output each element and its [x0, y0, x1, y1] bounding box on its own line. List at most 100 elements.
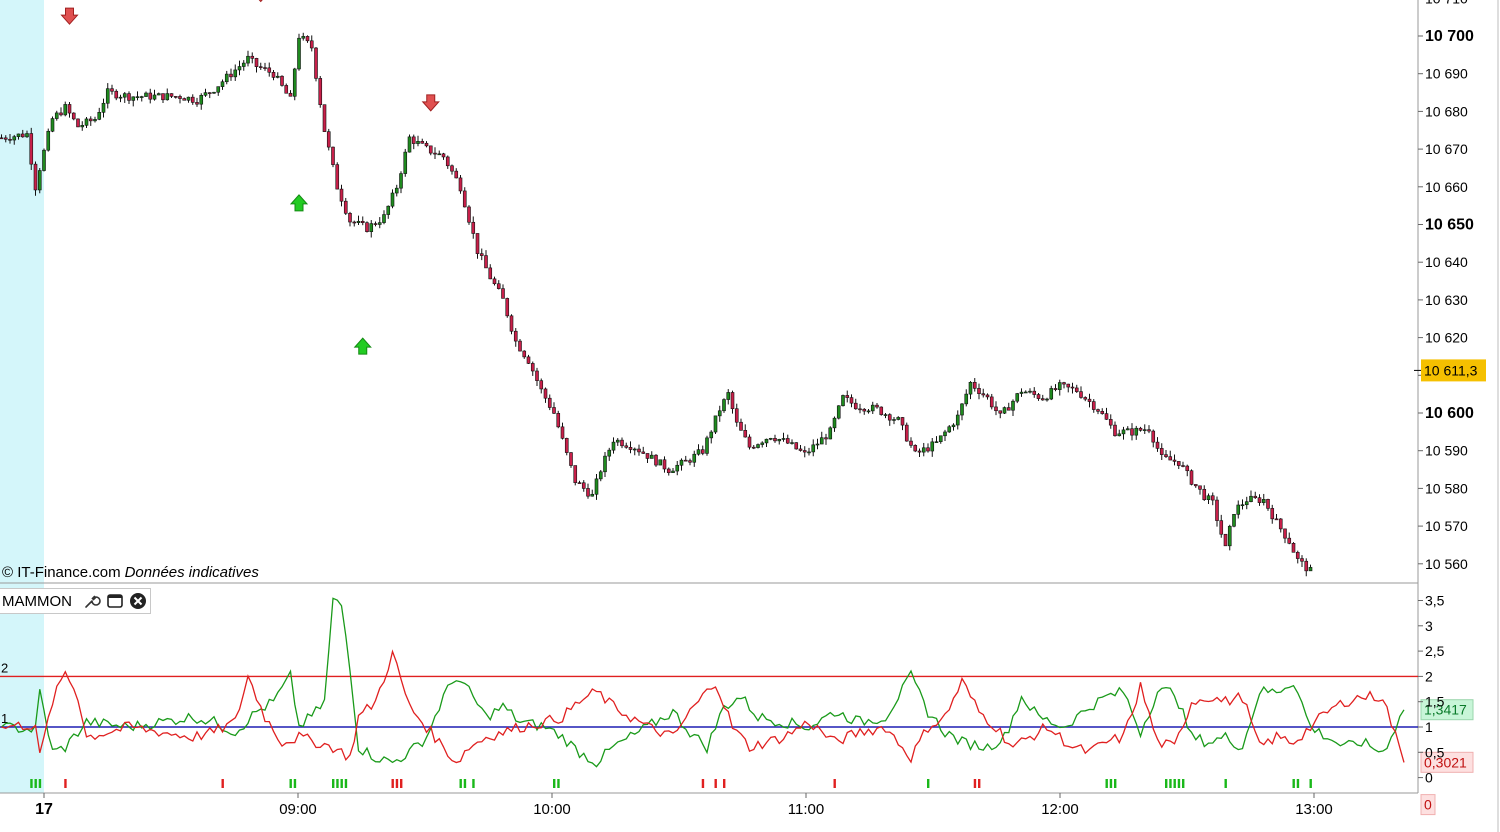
bear-candle	[1168, 456, 1173, 461]
red-bar-signal	[723, 779, 726, 788]
bear-candle	[739, 421, 743, 431]
bear-candle	[637, 448, 641, 453]
green-bar-signal	[30, 779, 33, 788]
bear-candle	[875, 404, 879, 408]
green-bar-signal	[463, 779, 467, 788]
bear-candle	[509, 315, 514, 332]
bull-candle	[301, 36, 306, 39]
bear-candle	[794, 442, 799, 450]
bull-candle	[1121, 429, 1126, 435]
bear-candle	[1270, 508, 1275, 520]
bear-candle	[484, 255, 488, 269]
bull-candle	[594, 478, 599, 495]
bear-candle	[1130, 428, 1134, 436]
bear-candle	[526, 356, 531, 364]
bear-candle	[496, 283, 501, 289]
green-value-label: 1,3417	[1424, 702, 1467, 718]
bull-candle	[934, 441, 939, 443]
bear-candle	[1053, 388, 1058, 390]
bear-candle	[173, 96, 178, 98]
bull-candle	[1249, 495, 1253, 502]
bear-candle	[900, 417, 905, 426]
bull-candle	[118, 96, 123, 99]
green-bar-signal	[1296, 779, 1300, 788]
bull-candle	[819, 437, 824, 445]
green-bar-signal	[557, 779, 560, 788]
bear-candle	[1104, 413, 1109, 420]
close-circle-icon[interactable]	[129, 592, 147, 610]
bull-candle	[139, 96, 144, 98]
bear-candle	[318, 78, 323, 105]
last-price-badge	[1421, 359, 1486, 382]
bear-candle	[1108, 419, 1113, 426]
bull-candle	[1261, 499, 1266, 503]
bear-candle	[879, 406, 884, 415]
wrench-icon[interactable]	[83, 592, 101, 610]
bear-candle	[280, 75, 284, 86]
red-bar-signal	[395, 779, 399, 788]
bull-candle	[1019, 391, 1024, 394]
bull-candle	[951, 424, 956, 428]
indicator-tick-label: 2	[1425, 668, 1433, 684]
price-tick-label: 10 640	[1425, 254, 1468, 270]
bear-candle	[1062, 382, 1066, 385]
bull-candle	[1049, 388, 1054, 400]
green-bar-signal	[1169, 779, 1172, 788]
bear-candle	[360, 220, 365, 223]
bull-candle	[1244, 501, 1249, 506]
bear-candle	[267, 67, 272, 73]
bull-candle	[203, 92, 208, 96]
price-tick-label: 10 600	[1425, 405, 1474, 422]
bull-candle	[870, 404, 875, 412]
bull-candle	[1206, 495, 1211, 500]
bull-candle	[233, 69, 238, 78]
bull-candle	[760, 442, 765, 445]
bull-candle	[1134, 427, 1139, 436]
bear-candle	[29, 133, 34, 165]
red-value-label: 0,3021	[1424, 754, 1467, 770]
bear-candle	[1189, 470, 1194, 485]
bull-candle	[369, 223, 374, 233]
indicator-tick-label: 1,5	[1425, 694, 1445, 710]
bull-candle	[713, 415, 718, 433]
bull-candle	[943, 431, 947, 437]
bull-candle	[632, 448, 637, 451]
bear-candle	[785, 438, 790, 444]
time-tick-label: 17	[35, 801, 53, 818]
bear-candle	[1176, 461, 1181, 466]
bull-candle	[764, 438, 769, 444]
bull-candle	[955, 414, 960, 426]
bear-candle	[569, 452, 573, 466]
bull-candle	[297, 37, 301, 70]
bull-candle	[1240, 504, 1245, 507]
bull-candle	[649, 454, 654, 459]
bear-candle	[501, 288, 505, 299]
buy-arrow-icon	[353, 337, 372, 355]
bear-candle	[1257, 497, 1262, 503]
bear-candle	[751, 446, 756, 449]
indicator-pane: 21	[0, 660, 1418, 728]
bear-candle	[305, 36, 310, 42]
bull-candle	[1117, 433, 1122, 437]
bear-candle	[743, 430, 748, 438]
price-tick-label: 10 560	[1425, 556, 1468, 572]
bull-candle	[1028, 390, 1032, 393]
price-tick-label: 10 570	[1425, 518, 1468, 534]
bear-candle	[1266, 499, 1270, 509]
bear-candle	[471, 221, 476, 234]
green-indicator-line	[1, 597, 1405, 768]
bull-candle	[407, 136, 412, 153]
bear-candle	[352, 221, 357, 224]
red-bar-signal	[701, 779, 705, 788]
green-bar-signal	[1292, 779, 1295, 788]
green-value-badge	[1420, 699, 1474, 721]
bear-candle	[1210, 495, 1215, 501]
price-tick-label: 10 670	[1425, 141, 1468, 157]
bull-candle	[152, 94, 157, 100]
bear-candle	[450, 165, 454, 172]
bear-candle	[1100, 411, 1105, 414]
bull-candle	[777, 439, 782, 442]
window-icon[interactable]	[106, 592, 124, 610]
bear-candle	[998, 410, 1003, 414]
